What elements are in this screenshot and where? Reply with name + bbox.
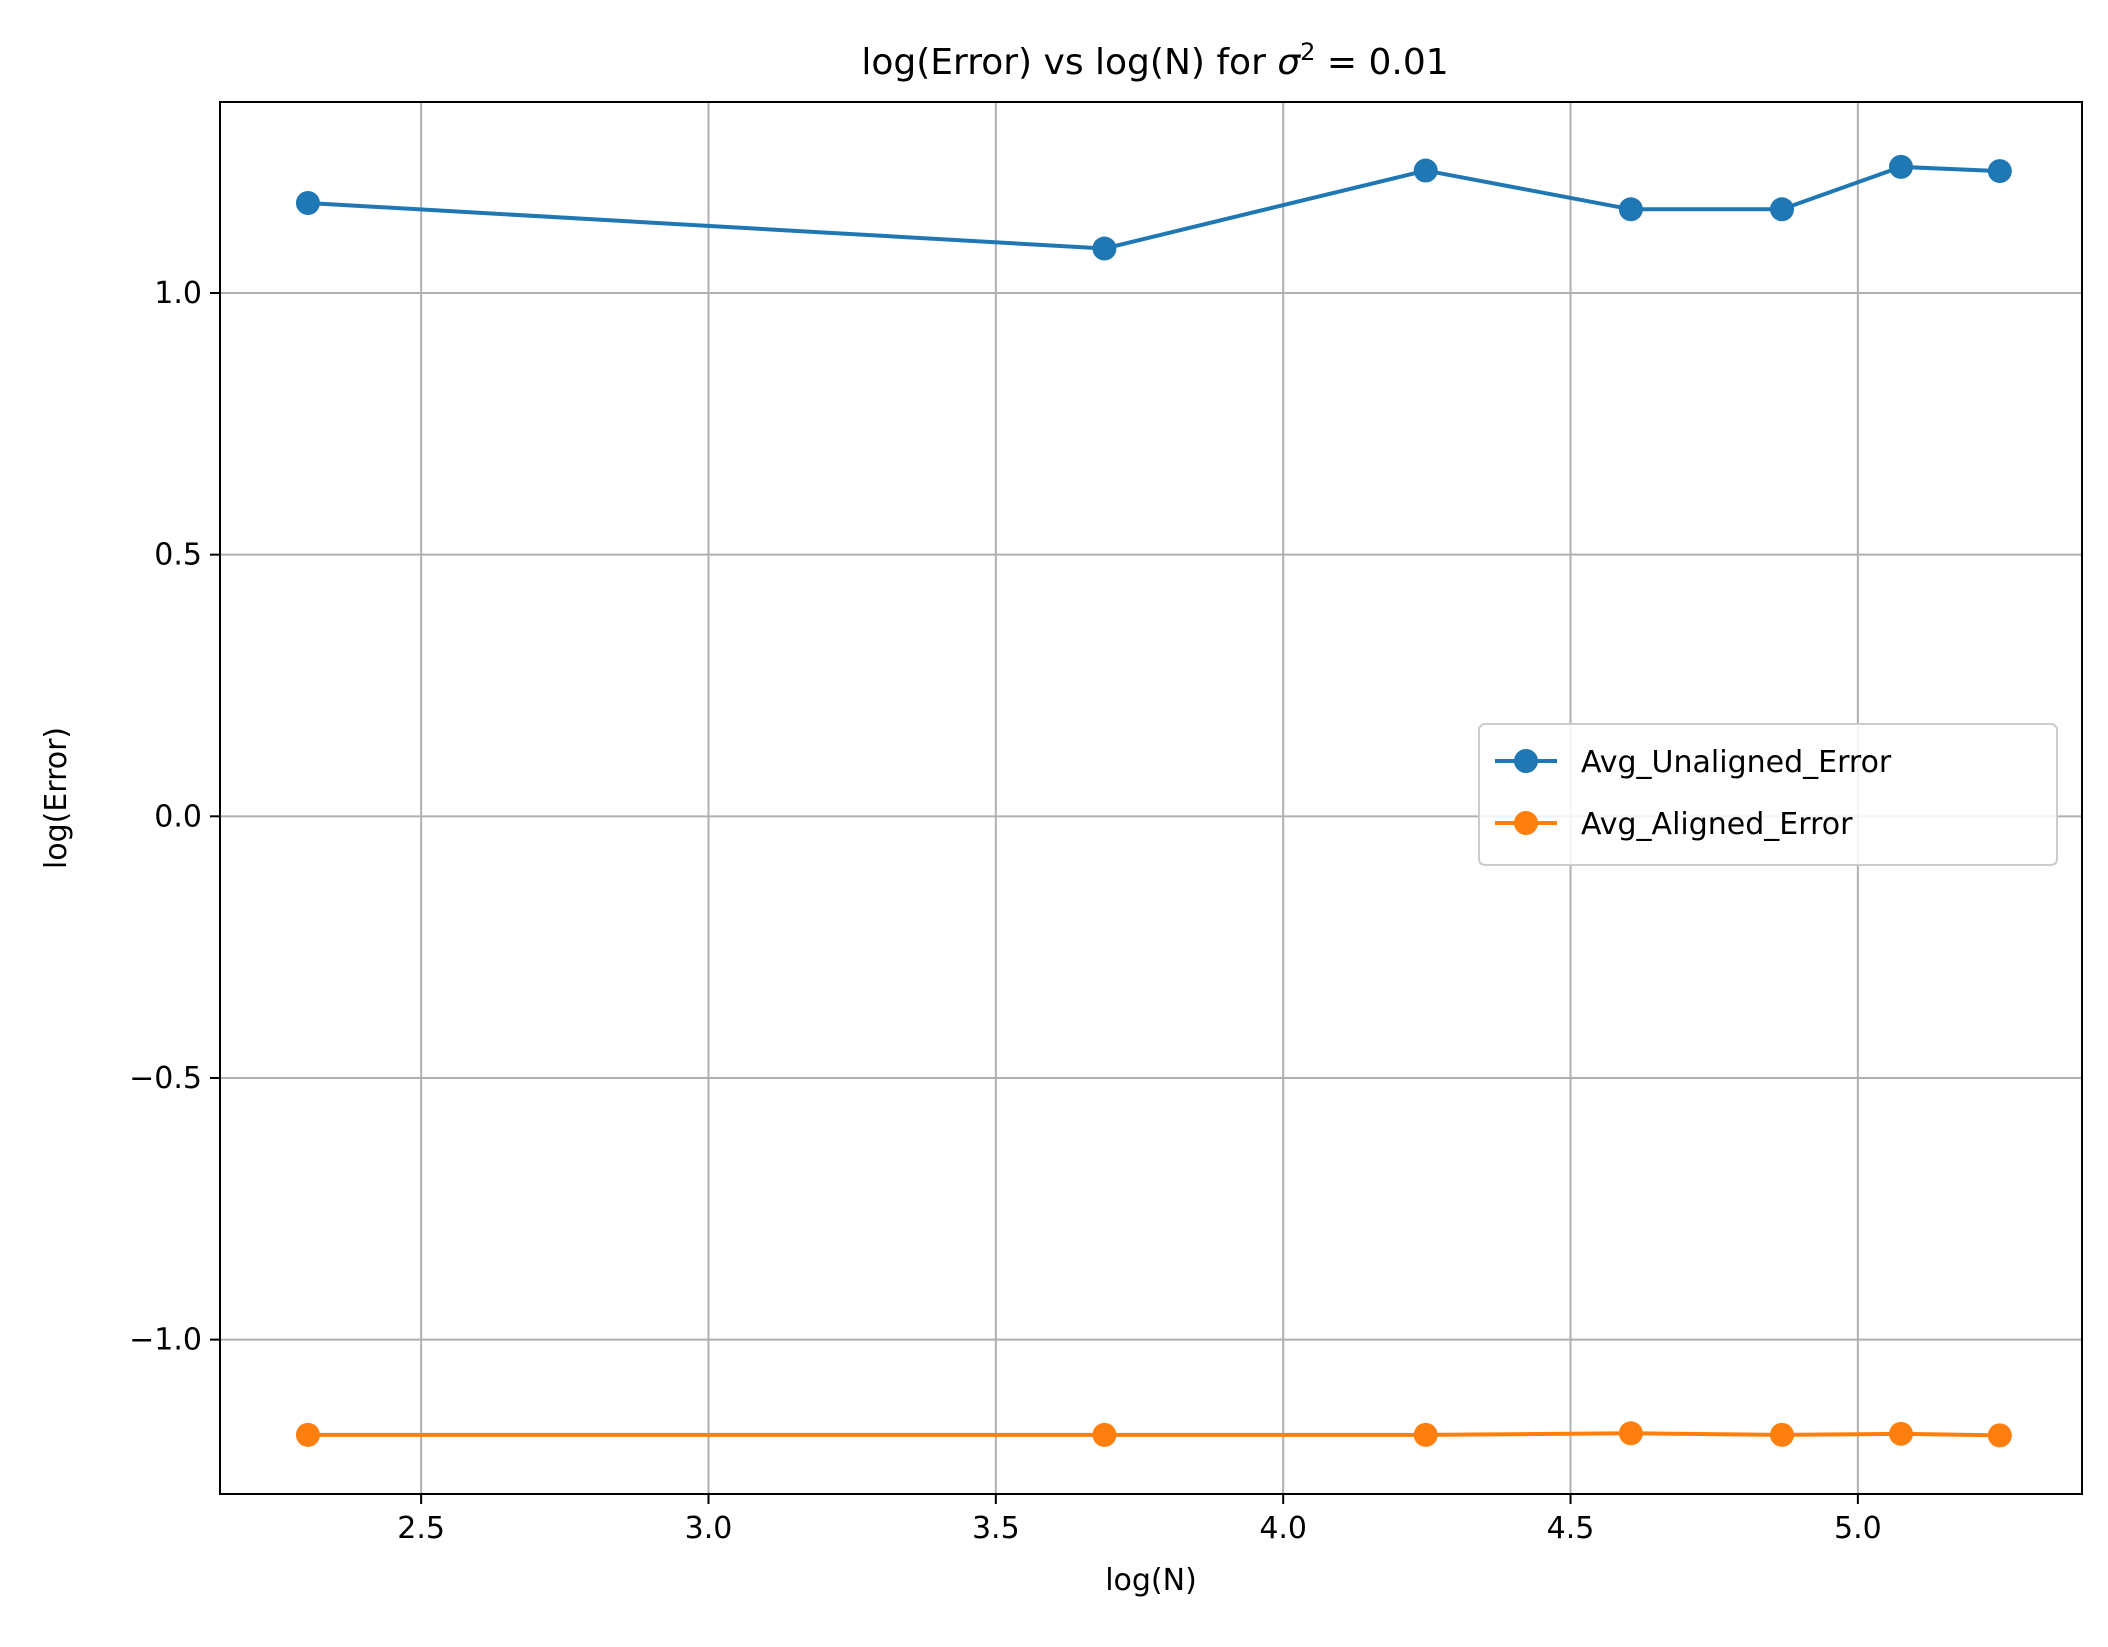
legend-box bbox=[1478, 723, 2058, 866]
plot-frame bbox=[219, 101, 2083, 1495]
series-Avg_Unaligned_Error bbox=[295, 154, 2012, 261]
title-sigma: σ bbox=[1277, 42, 1301, 83]
title-superscript: 2 bbox=[1300, 38, 1315, 66]
legend-label: Avg_Aligned_Error bbox=[1581, 807, 1853, 842]
data-point bbox=[295, 190, 320, 215]
data-point bbox=[1413, 158, 1438, 183]
y-axis-label: log(Error) bbox=[39, 727, 74, 869]
title-suffix: = 0.01 bbox=[1315, 42, 1448, 83]
y-tick-label: −0.5 bbox=[129, 1061, 202, 1096]
data-point bbox=[1770, 1422, 1795, 1447]
series-line bbox=[307, 1431, 2000, 1438]
x-axis-label: log(N) bbox=[1105, 1563, 1197, 1598]
legend-label: Avg_Unaligned_Error bbox=[1581, 745, 1892, 780]
x-tick-label: 3.0 bbox=[685, 1511, 733, 1546]
data-point bbox=[1618, 197, 1643, 222]
legend: Avg_Unaligned_Error Avg_Aligned_Error bbox=[1478, 723, 2058, 866]
plot-series bbox=[295, 154, 2012, 1448]
data-point bbox=[1618, 1421, 1643, 1446]
legend-marker bbox=[1514, 811, 1538, 835]
legend-item: Avg_Aligned_Error bbox=[1495, 807, 1853, 842]
legend-item: Avg_Unaligned_Error bbox=[1495, 745, 1892, 780]
y-tick-label: 0.5 bbox=[154, 538, 202, 573]
data-point bbox=[1888, 1421, 1913, 1446]
data-point bbox=[1987, 159, 2012, 184]
y-tick-label: 0.0 bbox=[154, 799, 202, 834]
title-prefix: log(Error) vs log(N) for bbox=[861, 42, 1277, 83]
y-tick-label: −1.0 bbox=[129, 1323, 202, 1358]
data-point bbox=[1413, 1422, 1438, 1447]
x-tick-label: 4.5 bbox=[1547, 1511, 1595, 1546]
series-line bbox=[307, 164, 2000, 251]
data-point bbox=[1092, 1422, 1117, 1447]
data-point bbox=[1987, 1423, 2012, 1448]
y-axis-ticks: −1.0 −0.5 0.0 0.5 1.0 bbox=[129, 276, 220, 1358]
data-point bbox=[1092, 236, 1117, 261]
x-tick-label: 3.5 bbox=[972, 1511, 1020, 1546]
data-point bbox=[1888, 154, 1913, 179]
x-tick-label: 4.0 bbox=[1259, 1511, 1307, 1546]
x-tick-label: 2.5 bbox=[397, 1511, 445, 1546]
y-tick-label: 1.0 bbox=[154, 276, 202, 311]
data-point bbox=[295, 1422, 320, 1447]
x-tick-label: 5.0 bbox=[1834, 1511, 1882, 1546]
x-axis-ticks: 2.5 3.0 3.5 4.0 4.5 5.0 bbox=[397, 1494, 1882, 1546]
data-point bbox=[1770, 197, 1795, 222]
series-Avg_Aligned_Error bbox=[295, 1421, 2012, 1448]
chart-title: log(Error) vs log(N) for σ2 = 0.01 bbox=[861, 38, 1448, 83]
legend-marker bbox=[1514, 749, 1538, 773]
